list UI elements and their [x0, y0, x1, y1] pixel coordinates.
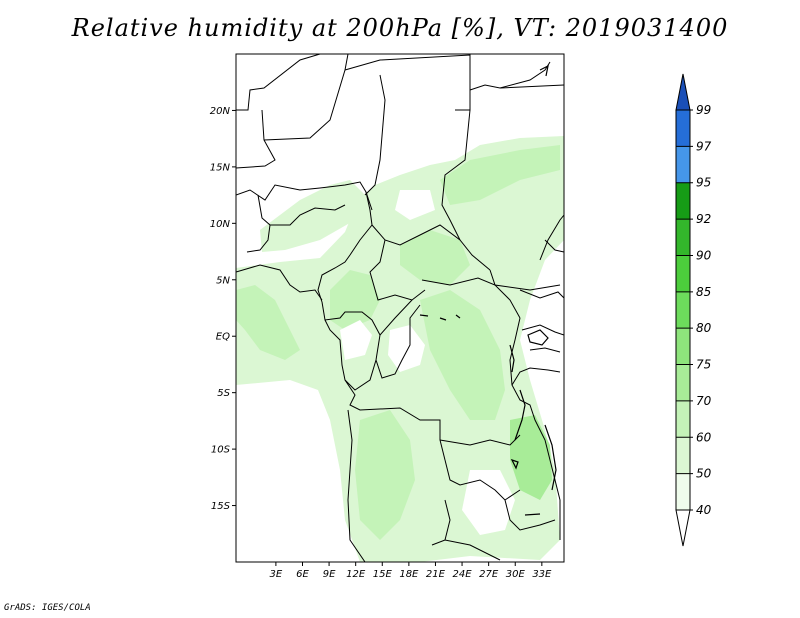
lon-tick-label: 15E — [373, 569, 393, 580]
lat-tick-label: 15N — [210, 162, 231, 173]
humidity-shading — [236, 136, 564, 562]
lon-tick-label: 6E — [296, 569, 309, 580]
lon-tick-label: 21E — [426, 569, 446, 580]
latitude-axis: 20N 15N 10N 5N EQ 5S 10S 15S — [210, 106, 236, 512]
colorbar: 40 50 60 70 75 80 85 90 92 95 97 99 — [675, 73, 712, 547]
colorbar-label: 70 — [696, 394, 712, 408]
colorbar-label: 50 — [696, 467, 712, 481]
colorbar-segment — [676, 328, 690, 365]
colorbar-label: 92 — [696, 212, 711, 226]
colorbar-segment — [676, 473, 690, 510]
colorbar-label: 85 — [696, 285, 711, 299]
lat-tick-label: EQ — [216, 332, 230, 343]
longitude-axis: 3E 6E 9E 12E 15E 18E 21E 24E 27E 30E 33E — [270, 562, 552, 580]
colorbar-label: 97 — [696, 139, 712, 153]
colorbar-segment — [676, 364, 690, 401]
lon-tick-label: 9E — [323, 569, 336, 580]
colorbar-segment — [676, 219, 690, 256]
map-frame — [235, 53, 565, 563]
colorbar-label: 60 — [696, 430, 712, 444]
lat-tick-label: 15S — [211, 501, 231, 512]
colorbar-segment — [676, 255, 690, 292]
lakes — [419, 64, 557, 516]
credit-label: GrADS: IGES/COLA — [4, 603, 91, 613]
country-borders — [236, 54, 564, 562]
colorbar-label: 99 — [696, 103, 711, 117]
colorbar-bottom-arrow — [675, 509, 691, 547]
colorbar-segment — [676, 291, 690, 329]
colorbar-label: 90 — [696, 248, 712, 262]
colorbar-segment — [676, 400, 690, 438]
colorbar-segment — [676, 437, 690, 474]
colorbar-top-arrow — [675, 73, 691, 111]
lon-tick-label: 12E — [346, 569, 366, 580]
lat-tick-label: 5N — [216, 275, 230, 286]
colorbar-segment — [676, 146, 690, 183]
colorbar-label: 40 — [696, 503, 712, 517]
lat-tick-label: 10S — [211, 445, 231, 456]
lon-tick-label: 24E — [453, 569, 473, 580]
lon-tick-label: 33E — [532, 569, 552, 580]
page-title: Relative humidity at 200hPa [%], VT: 201… — [71, 14, 729, 42]
lat-tick-label: 5S — [217, 388, 230, 399]
lon-tick-label: 30E — [506, 569, 526, 580]
lon-tick-label: 3E — [270, 569, 283, 580]
colorbar-label: 80 — [696, 321, 712, 335]
colorbar-label: 95 — [696, 176, 711, 190]
colorbar-segment — [676, 182, 690, 220]
lon-tick-label: 27E — [479, 569, 499, 580]
lat-tick-label: 10N — [210, 219, 231, 230]
lon-tick-label: 18E — [399, 569, 419, 580]
colorbar-label: 75 — [696, 358, 711, 372]
lat-tick-label: 20N — [210, 106, 231, 117]
colorbar-segment — [676, 110, 690, 147]
